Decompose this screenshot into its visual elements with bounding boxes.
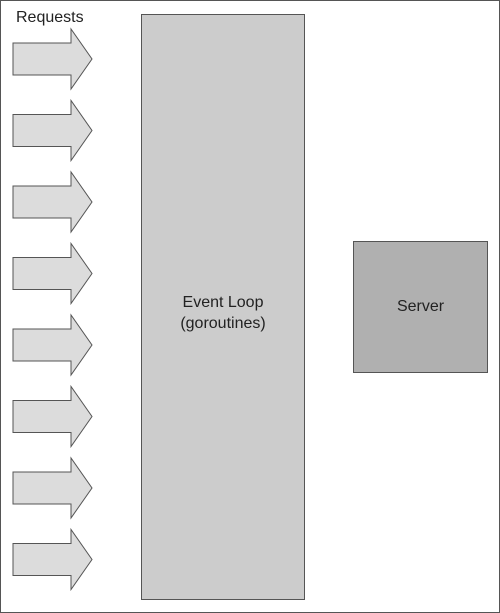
- server-box: Server: [353, 241, 488, 373]
- request-arrow-5: [12, 313, 93, 377]
- request-arrows: [12, 27, 93, 592]
- event-loop-subtitle: (goroutines): [180, 315, 266, 332]
- request-arrow-3: [12, 170, 93, 234]
- request-arrow-4: [12, 241, 93, 306]
- event-loop-label: Event Loop (goroutines): [180, 292, 265, 334]
- event-loop-box: Event Loop (goroutines): [141, 14, 305, 600]
- request-arrow-6: [12, 384, 93, 449]
- request-arrow-2: [12, 98, 93, 163]
- server-label: Server: [396, 298, 445, 315]
- request-arrow-8: [12, 527, 93, 592]
- event-loop-title: Event Loop: [182, 294, 264, 311]
- request-arrow-7: [12, 456, 93, 520]
- request-arrow-1: [12, 27, 93, 91]
- requests-label: Requests: [16, 9, 84, 26]
